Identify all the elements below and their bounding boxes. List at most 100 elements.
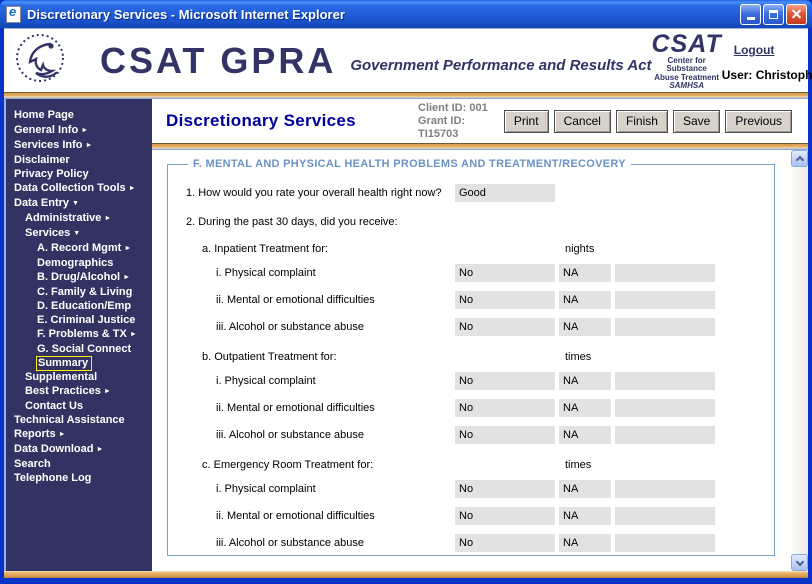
sidebar-item-general-info[interactable]: General Info ► bbox=[6, 123, 152, 138]
submenu-arrow-icon: ▼ bbox=[73, 230, 81, 237]
sidebar-item-b-drug-alcohol[interactable]: B. Drug/Alcohol ► bbox=[6, 270, 152, 285]
sidebar-item-summary[interactable]: Summary bbox=[6, 356, 152, 371]
q2b-i-count-field[interactable] bbox=[615, 372, 715, 390]
sidebar-item-label: Telephone Log bbox=[14, 472, 92, 484]
q2b-i-na-field[interactable]: NA bbox=[559, 372, 611, 390]
q2a-i-answer-field[interactable]: No bbox=[455, 264, 555, 282]
sidebar-item-search[interactable]: Search bbox=[6, 457, 152, 471]
sidebar-item-d-education-emp[interactable]: D. Education/Emp bbox=[6, 299, 152, 313]
sidebar-item-a-record-mgmt[interactable]: A. Record Mgmt ► bbox=[6, 241, 152, 256]
sidebar-item-technical-assistance[interactable]: Technical Assistance bbox=[6, 413, 152, 427]
sidebar-item-demographics[interactable]: Demographics bbox=[6, 256, 152, 270]
window-title: Discretionary Services - Microsoft Inter… bbox=[27, 6, 345, 22]
toolbar: Print Cancel Finish Save Previous bbox=[503, 109, 792, 133]
close-button[interactable] bbox=[786, 3, 807, 25]
q2c-ii-answer-field[interactable]: No bbox=[455, 507, 555, 525]
sidebar-item-data-collection-tools[interactable]: Data Collection Tools ► bbox=[6, 181, 152, 196]
minimize-icon bbox=[746, 17, 755, 20]
chevron-down-icon bbox=[795, 557, 804, 566]
maximize-icon bbox=[769, 9, 778, 19]
q2c-ii-count-field[interactable] bbox=[615, 507, 715, 525]
sidebar-item-home-page[interactable]: Home Page bbox=[6, 108, 152, 123]
q2a-iii-na-field[interactable]: NA bbox=[559, 318, 611, 336]
sidebar-item-reports[interactable]: Reports ► bbox=[6, 427, 152, 442]
sidebar-item-label: Services Info bbox=[14, 139, 83, 151]
q2c-iii-count-field[interactable] bbox=[615, 534, 715, 552]
sidebar-item-label: General Info bbox=[14, 124, 79, 136]
sidebar-item-label: G. Social Connect bbox=[37, 343, 132, 355]
previous-button[interactable]: Previous bbox=[725, 109, 792, 133]
sidebar-item-label: E. Criminal Justice bbox=[37, 314, 136, 326]
q2c-i-answer-field[interactable]: No bbox=[455, 480, 555, 498]
row-label-alcohol-substance-abuse: iii. Alcohol or substance abuse bbox=[216, 429, 364, 441]
sidebar-item-data-download[interactable]: Data Download ► bbox=[6, 442, 152, 457]
q2a-iii-answer-field[interactable]: No bbox=[455, 318, 555, 336]
row-label-mental-difficulties: ii. Mental or emotional difficulties bbox=[216, 510, 375, 522]
scroll-up-button[interactable] bbox=[791, 150, 808, 167]
window-controls bbox=[740, 3, 807, 25]
sidebar-item-best-practices[interactable]: Best Practices ► bbox=[6, 384, 152, 399]
q2b-i-answer-field[interactable]: No bbox=[455, 372, 555, 390]
sidebar-item-label: Supplemental bbox=[25, 371, 98, 383]
orange-divider-top bbox=[4, 92, 808, 99]
unit-label-times: times bbox=[565, 459, 592, 471]
sidebar-item-label: C. Family & Living bbox=[37, 286, 133, 298]
finish-button[interactable]: Finish bbox=[615, 109, 668, 133]
sidebar-item-disclaimer[interactable]: Disclaimer bbox=[6, 153, 152, 167]
q2a-i-count-field[interactable] bbox=[615, 264, 715, 282]
submenu-arrow-icon: ► bbox=[104, 215, 112, 222]
sidebar-item-label: F. Problems & TX bbox=[37, 328, 127, 340]
row-label-alcohol-substance-abuse: iii. Alcohol or substance abuse bbox=[216, 321, 364, 333]
sidebar-item-privacy-policy[interactable]: Privacy Policy bbox=[6, 167, 152, 181]
sidebar-item-g-social-connect[interactable]: G. Social Connect bbox=[6, 342, 152, 356]
q2c-iii-na-field[interactable]: NA bbox=[559, 534, 611, 552]
submenu-arrow-icon: ► bbox=[58, 431, 66, 438]
logout-link[interactable]: Logout bbox=[733, 43, 775, 57]
q2b-ii-count-field[interactable] bbox=[615, 399, 715, 417]
group-c-label: c. Emergency Room Treatment for: bbox=[202, 459, 374, 471]
q1-health-rating-field[interactable]: Good bbox=[455, 184, 555, 202]
sidebar-item-telephone-log[interactable]: Telephone Log bbox=[6, 471, 152, 485]
q2a-ii-count-field[interactable] bbox=[615, 291, 715, 309]
row-label-physical-complaint: i. Physical complaint bbox=[216, 483, 316, 495]
brand-tagline: Government Performance and Results Act bbox=[350, 56, 652, 74]
cancel-button[interactable]: Cancel bbox=[553, 109, 611, 133]
vertical-scrollbar[interactable] bbox=[791, 150, 808, 571]
minimize-button[interactable] bbox=[740, 3, 761, 25]
q2b-iii-count-field[interactable] bbox=[615, 426, 715, 444]
sidebar-item-services[interactable]: Services ▼ bbox=[6, 226, 152, 241]
question-1-label: 1. How would you rate your overall healt… bbox=[186, 187, 442, 199]
sidebar-item-supplemental[interactable]: Supplemental bbox=[6, 370, 152, 384]
print-button[interactable]: Print bbox=[503, 109, 549, 133]
form-scroll-region: F. MENTAL AND PHYSICAL HEALTH PROBLEMS A… bbox=[152, 150, 808, 571]
maximize-button[interactable] bbox=[763, 3, 784, 25]
sidebar-item-c-family-living[interactable]: C. Family & Living bbox=[6, 285, 152, 299]
question-2-label: 2. During the past 30 days, did you rece… bbox=[186, 216, 398, 228]
sidebar-item-administrative[interactable]: Administrative ► bbox=[6, 211, 152, 226]
q2c-ii-na-field[interactable]: NA bbox=[559, 507, 611, 525]
submenu-arrow-icon: ► bbox=[103, 388, 111, 395]
sidebar-item-services-info[interactable]: Services Info ► bbox=[6, 138, 152, 153]
sidebar-item-e-criminal-justice[interactable]: E. Criminal Justice bbox=[6, 313, 152, 327]
q2b-ii-answer-field[interactable]: No bbox=[455, 399, 555, 417]
title-bar[interactable]: Discretionary Services - Microsoft Inter… bbox=[0, 0, 812, 28]
sidebar-item-data-entry[interactable]: Data Entry ▼ bbox=[6, 196, 152, 211]
sidebar-item-contact-us[interactable]: Contact Us bbox=[6, 399, 152, 413]
q2b-ii-na-field[interactable]: NA bbox=[559, 399, 611, 417]
brand-title: CSAT GPRA bbox=[100, 39, 337, 81]
sidebar-item-f-problems-tx[interactable]: F. Problems & TX ► bbox=[6, 327, 152, 342]
q2c-i-count-field[interactable] bbox=[615, 480, 715, 498]
q2a-ii-answer-field[interactable]: No bbox=[455, 291, 555, 309]
submenu-arrow-icon: ► bbox=[96, 446, 104, 453]
scrollbar-track[interactable] bbox=[791, 167, 808, 554]
q2b-iii-na-field[interactable]: NA bbox=[559, 426, 611, 444]
save-button[interactable]: Save bbox=[672, 109, 721, 133]
q2a-i-na-field[interactable]: NA bbox=[559, 264, 611, 282]
q2a-ii-na-field[interactable]: NA bbox=[559, 291, 611, 309]
q2c-i-na-field[interactable]: NA bbox=[559, 480, 611, 498]
sidebar-item-label: Search bbox=[14, 458, 51, 470]
q2b-iii-answer-field[interactable]: No bbox=[455, 426, 555, 444]
q2a-iii-count-field[interactable] bbox=[615, 318, 715, 336]
scroll-down-button[interactable] bbox=[791, 554, 808, 571]
q2c-iii-answer-field[interactable]: No bbox=[455, 534, 555, 552]
